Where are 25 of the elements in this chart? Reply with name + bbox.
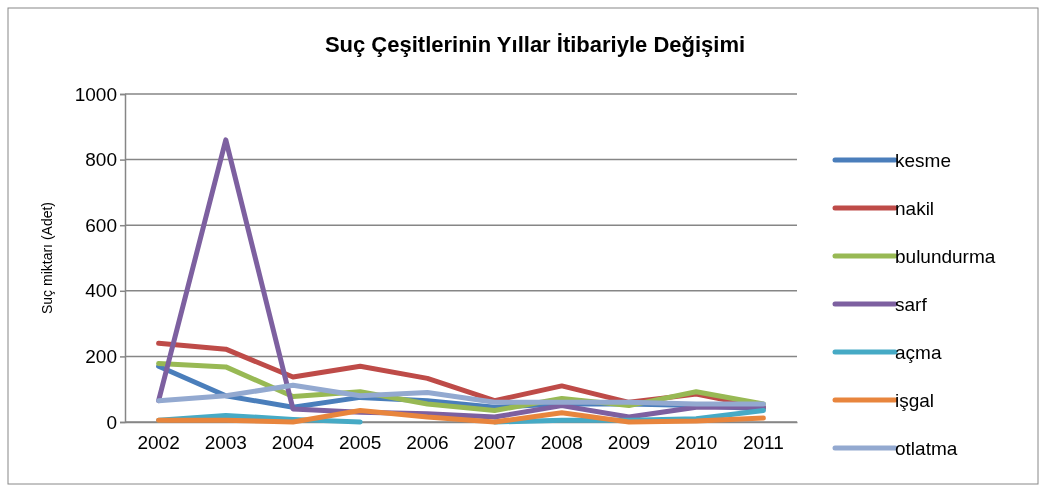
legend-label: kesme (895, 150, 951, 171)
x-tick-label: 2003 (204, 432, 247, 454)
y-tick-label: 200 (85, 345, 117, 367)
y-tick-label: 0 (106, 411, 117, 433)
legend-label: sarf (895, 294, 928, 315)
x-tick-label: 2011 (742, 432, 784, 454)
x-tick-label: 2007 (473, 432, 516, 454)
chart-title: Suç Çeşitlerinin Yıllar İtibariyle Değişimi (324, 32, 746, 57)
x-tick-label: 2009 (607, 432, 651, 454)
legend-label: işgal (895, 390, 935, 411)
legend-label: otlatma (895, 438, 958, 459)
x-tick-label: 2005 (339, 432, 382, 454)
y-tick-label: 400 (85, 280, 117, 302)
x-tick-label: 2010 (675, 432, 718, 454)
x-tick-label: 2008 (540, 432, 583, 454)
legend-label: nakil (895, 198, 935, 219)
y-tick-label: 1000 (74, 83, 117, 105)
y-tick-label: 600 (85, 214, 117, 236)
legend-label: açma (895, 342, 942, 363)
x-tick-label: 2006 (406, 432, 449, 454)
legend-label: bulundurma (895, 246, 996, 267)
x-tick-label: 2004 (271, 432, 315, 454)
y-tick-label: 800 (85, 149, 117, 171)
y-axis-title: Suç miktarı (Adet) (39, 201, 55, 315)
x-tick-label: 2002 (137, 432, 180, 454)
